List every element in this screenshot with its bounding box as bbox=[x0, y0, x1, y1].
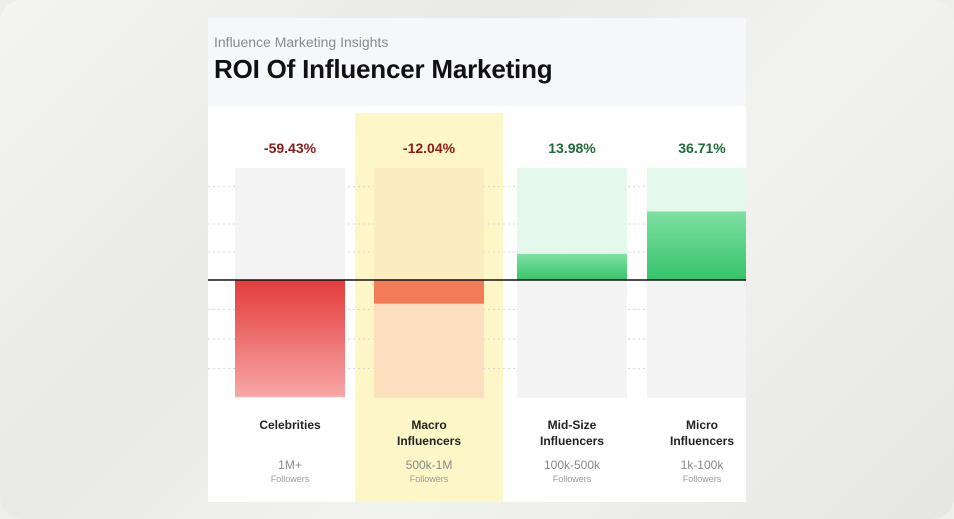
bar-track-bottom bbox=[647, 280, 746, 398]
category-label: Mid-Size bbox=[548, 418, 597, 432]
bar-celebrities bbox=[235, 280, 345, 397]
category-label: Micro bbox=[686, 418, 718, 432]
value-label: 13.98% bbox=[548, 140, 596, 156]
category-label: Influencers bbox=[670, 434, 734, 448]
bar-macro-influencers bbox=[374, 280, 484, 304]
follower-unit-label: Followers bbox=[553, 474, 592, 484]
follower-range-label: 1M+ bbox=[278, 458, 302, 472]
value-label: 36.71% bbox=[678, 140, 726, 156]
chart-title: ROI Of Influencer Marketing bbox=[214, 54, 553, 84]
roi-bar-chart: -59.43% Celebrities 1M+ Followers -12.04% Mac… bbox=[208, 113, 746, 502]
category-label: Influencers bbox=[397, 434, 461, 448]
follower-range-label: 100k-500k bbox=[544, 458, 601, 472]
follower-unit-label: Followers bbox=[683, 474, 722, 484]
bar-track-bottom bbox=[517, 280, 627, 398]
follower-range-label: 500k-1M bbox=[406, 458, 453, 472]
follower-unit-label: Followers bbox=[271, 474, 310, 484]
bar-micro-influencers bbox=[647, 211, 746, 280]
chart-header: Influence Marketing Insights ROI Of Infl… bbox=[208, 18, 746, 106]
follower-unit-label: Followers bbox=[410, 474, 449, 484]
value-label: -59.43% bbox=[264, 140, 317, 156]
bar-track-top bbox=[235, 168, 345, 280]
bar-track-top bbox=[374, 168, 484, 280]
category-label: Influencers bbox=[540, 434, 604, 448]
value-label: -12.04% bbox=[403, 140, 456, 156]
category-label: Macro bbox=[411, 418, 446, 432]
category-label: Celebrities bbox=[259, 418, 321, 432]
bar-mid-size-influencers bbox=[517, 253, 627, 280]
follower-range-label: 1k-100k bbox=[681, 458, 725, 472]
chart-subtitle: Influence Marketing Insights bbox=[214, 34, 389, 50]
chart-card: Influence Marketing Insights ROI Of Infl… bbox=[208, 18, 746, 502]
